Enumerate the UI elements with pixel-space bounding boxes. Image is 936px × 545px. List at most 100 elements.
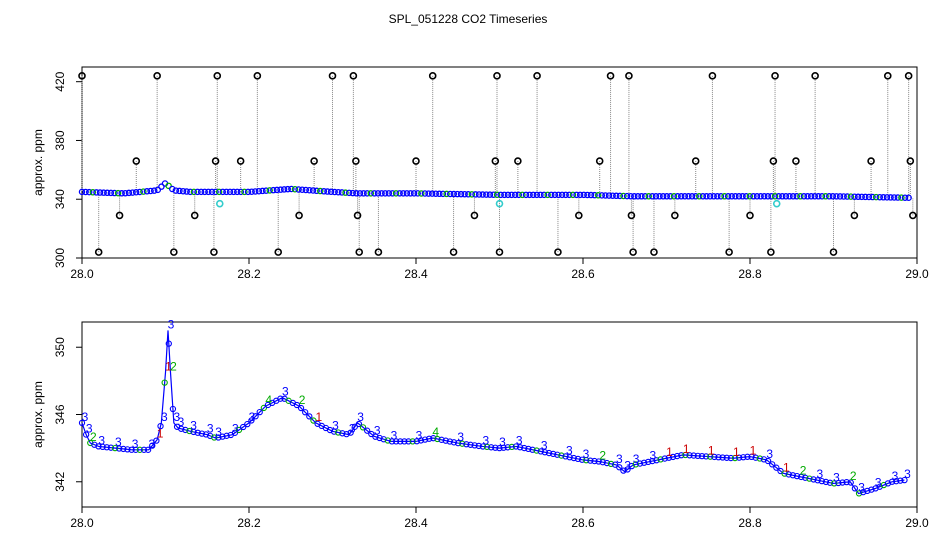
outlier-point <box>575 211 583 220</box>
series-point <box>202 431 210 438</box>
baseline-point <box>580 191 588 199</box>
series-point <box>306 413 313 420</box>
baseline-point <box>154 186 162 194</box>
series-point <box>893 478 900 485</box>
y-tick-label: 346 <box>53 404 67 424</box>
series-point <box>190 428 197 436</box>
baseline-point <box>688 193 696 200</box>
series-point <box>347 429 354 436</box>
series-point <box>364 427 371 434</box>
point-label: 3 <box>816 467 823 481</box>
point-label: 3 <box>174 410 181 424</box>
point-label: 1 <box>315 410 322 424</box>
baseline-point <box>815 193 822 200</box>
baseline-point <box>284 185 292 193</box>
baseline-point <box>645 193 652 200</box>
series-point <box>789 472 797 479</box>
baseline-point <box>566 191 573 199</box>
series-point <box>636 460 644 467</box>
baseline-point <box>233 188 241 196</box>
baseline-point <box>540 191 548 199</box>
baseline-point <box>836 193 844 200</box>
series-point <box>463 441 470 448</box>
series-point <box>769 461 776 468</box>
baseline-point <box>407 190 414 197</box>
point-label: 3 <box>207 422 214 436</box>
baseline-point <box>132 189 140 196</box>
outlier-point <box>310 157 318 165</box>
point-label: 2 <box>90 430 97 444</box>
baseline-point <box>403 190 411 197</box>
baseline-point <box>862 193 869 201</box>
baseline-point <box>887 194 894 201</box>
baseline-point <box>627 192 634 200</box>
baseline-point <box>421 190 429 197</box>
baseline-point <box>468 191 476 198</box>
baseline-point <box>381 190 389 197</box>
chart-title: SPL_051228 CO2 Timeseries <box>389 12 548 26</box>
outlier-point <box>190 211 199 220</box>
point-label: 2 <box>599 449 606 463</box>
baseline-point <box>172 187 180 194</box>
series-point <box>467 441 474 448</box>
point-label: 3 <box>357 410 364 424</box>
baseline-point <box>674 193 681 200</box>
point-label: 1 <box>157 427 164 441</box>
series-point <box>136 446 144 453</box>
outlier-point <box>495 248 504 256</box>
baseline-point <box>818 193 826 200</box>
series-point <box>471 442 478 449</box>
outlier-point <box>493 72 501 80</box>
baseline-point <box>649 193 656 200</box>
series-point <box>405 438 412 445</box>
series-point <box>335 429 342 436</box>
series-point <box>339 430 346 437</box>
outlier-point <box>352 157 360 165</box>
series-point <box>822 478 830 486</box>
series-point <box>409 438 416 445</box>
series-point <box>128 446 135 453</box>
top-panel: 28.0 28.2 28.4 28.6 28.8 29.0 300 340 380 420 appr… <box>31 66 929 281</box>
outlier-point <box>274 248 283 256</box>
outlier-point <box>449 248 458 256</box>
series-point <box>380 436 387 443</box>
baseline-point <box>497 191 504 199</box>
baseline-point <box>118 190 125 197</box>
baseline-point <box>277 186 284 193</box>
point-label: 3 <box>583 447 590 461</box>
y-axis-label: approx. ppm <box>31 129 45 196</box>
series-point <box>740 454 747 461</box>
baseline-point <box>309 187 317 194</box>
outlier-point <box>115 211 124 220</box>
baseline-point <box>699 193 707 200</box>
baseline-point <box>324 188 331 195</box>
series-point <box>107 444 115 451</box>
baseline-point <box>385 190 393 197</box>
series-point <box>558 452 565 459</box>
baseline-point <box>616 192 624 200</box>
point-label: 3 <box>98 433 105 447</box>
series-point <box>731 454 739 462</box>
outlier-point <box>625 72 633 80</box>
outlier-point <box>153 72 161 80</box>
baseline-point <box>667 193 674 200</box>
baseline-point <box>197 188 205 196</box>
point-label: 2 <box>800 464 807 478</box>
point-label: 3 <box>516 433 523 447</box>
outlier-point <box>629 248 637 256</box>
baseline-point <box>483 191 490 198</box>
baseline-point <box>313 187 320 195</box>
baseline-point <box>771 193 779 200</box>
series-point <box>599 459 606 466</box>
series-point <box>186 427 193 435</box>
baseline-point <box>739 193 746 200</box>
baseline-point <box>631 193 638 200</box>
baseline-point <box>779 193 786 200</box>
outlier-point <box>708 72 717 80</box>
baseline-point <box>587 191 595 199</box>
baseline-point <box>548 191 555 199</box>
baseline-point <box>569 191 577 199</box>
baseline-point <box>768 193 775 200</box>
series-point <box>500 444 507 451</box>
outlier-point <box>428 72 437 80</box>
